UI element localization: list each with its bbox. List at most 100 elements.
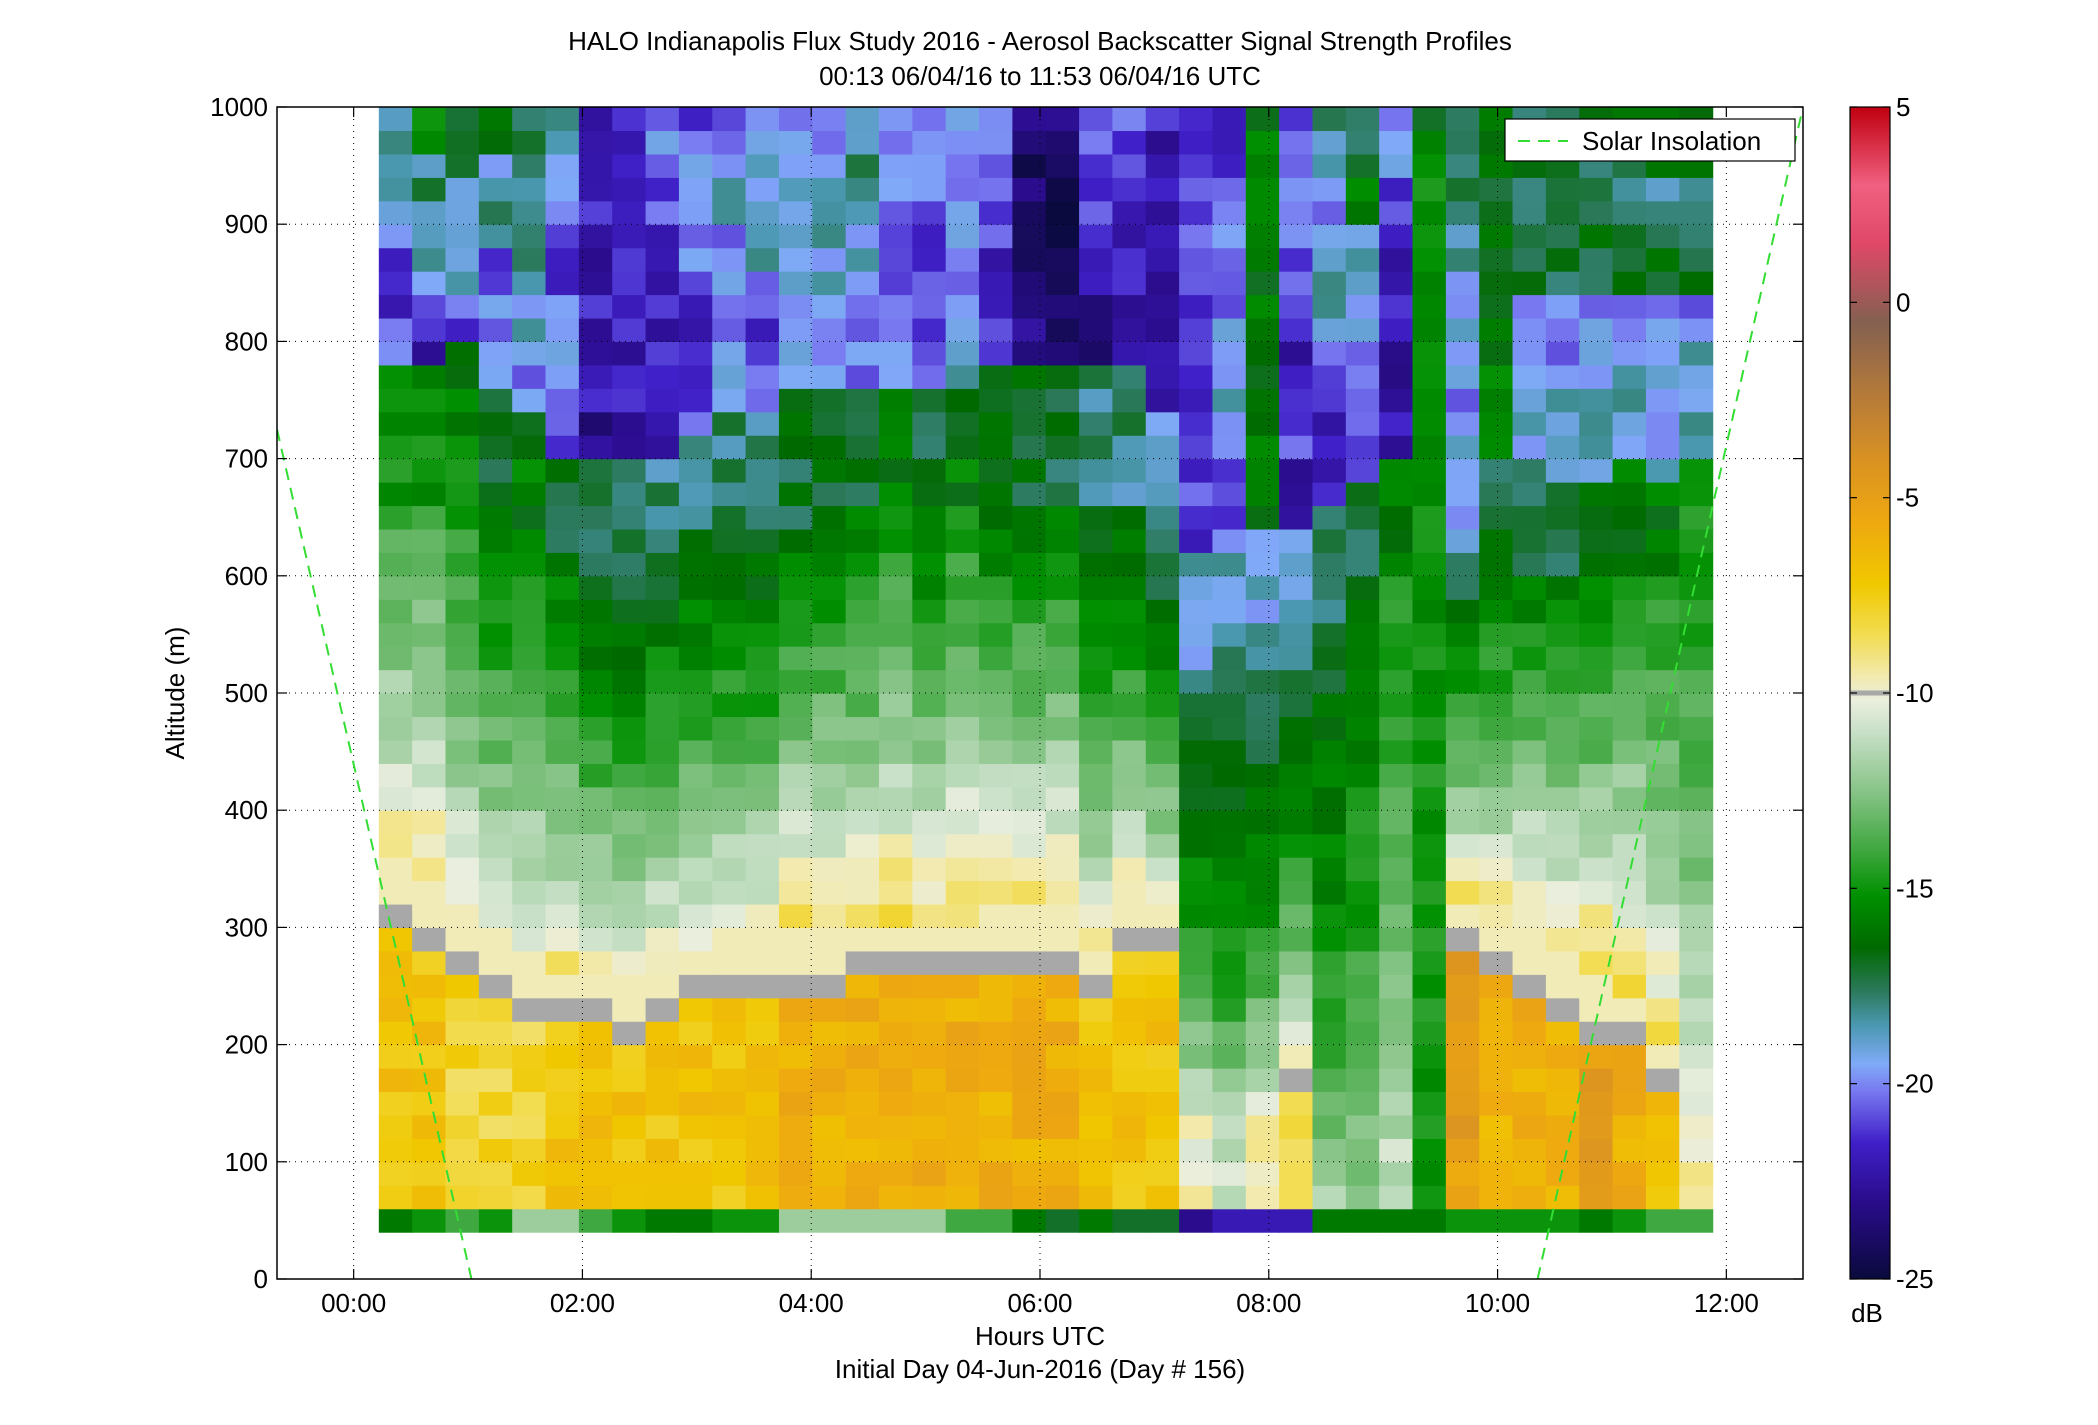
heatmap-cell xyxy=(1379,505,1414,530)
heatmap-cell xyxy=(1412,997,1447,1022)
heatmap-cell xyxy=(1245,271,1280,296)
heatmap-cell xyxy=(578,364,613,389)
heatmap-cell xyxy=(712,997,747,1022)
heatmap-cell xyxy=(1279,974,1314,999)
heatmap-cell xyxy=(1245,177,1280,202)
heatmap-cell xyxy=(712,880,747,905)
heatmap-cell xyxy=(445,435,480,460)
heatmap-cell xyxy=(1145,1114,1180,1139)
heatmap-cell xyxy=(1512,669,1547,694)
heatmap-cell xyxy=(645,669,680,694)
heatmap-cell xyxy=(1012,1114,1047,1139)
heatmap-cell xyxy=(1045,599,1080,624)
heatmap-cell xyxy=(712,130,747,155)
heatmap-cell xyxy=(1445,153,1480,178)
heatmap-cell xyxy=(578,1138,613,1163)
heatmap-cell xyxy=(1145,1161,1180,1186)
heatmap-cell xyxy=(1479,1138,1514,1163)
heatmap-cell xyxy=(1279,294,1314,319)
heatmap-cell xyxy=(478,1091,513,1116)
heatmap-cell xyxy=(1645,224,1680,249)
heatmap-cell xyxy=(912,388,947,413)
heatmap-cell xyxy=(1212,247,1247,272)
heatmap-cell xyxy=(1412,200,1447,225)
heatmap-cell xyxy=(1245,341,1280,366)
heatmap-cell xyxy=(845,153,880,178)
heatmap-cell xyxy=(478,646,513,671)
heatmap-cell xyxy=(712,857,747,882)
heatmap-cell xyxy=(378,130,413,155)
heatmap-cell xyxy=(712,599,747,624)
heatmap-cell xyxy=(1045,552,1080,577)
heatmap-cell xyxy=(812,903,847,928)
heatmap-cell xyxy=(945,482,980,507)
heatmap-cell xyxy=(612,411,647,436)
heatmap-cell xyxy=(545,997,580,1022)
heatmap-cell xyxy=(1112,200,1147,225)
heatmap-cell xyxy=(1279,200,1314,225)
heatmap-cell xyxy=(1612,646,1647,671)
heatmap-cell xyxy=(1645,833,1680,858)
heatmap-cell xyxy=(545,411,580,436)
heatmap-cell xyxy=(945,224,980,249)
heatmap-cell xyxy=(1479,1091,1514,1116)
heatmap-cell xyxy=(1145,810,1180,835)
heatmap-cell xyxy=(1112,950,1147,975)
heatmap-cell xyxy=(1612,833,1647,858)
heatmap-cell xyxy=(612,810,647,835)
heatmap-cell xyxy=(545,786,580,811)
heatmap-cell xyxy=(912,880,947,905)
heatmap-cell xyxy=(1445,763,1480,788)
heatmap-cell xyxy=(445,552,480,577)
heatmap-cell xyxy=(1412,552,1447,577)
heatmap-cell xyxy=(878,810,913,835)
heatmap-cell xyxy=(678,693,713,718)
heatmap-cell xyxy=(878,1068,913,1093)
heatmap-cell xyxy=(378,669,413,694)
heatmap-cell xyxy=(1479,669,1514,694)
heatmap-cell xyxy=(1145,1044,1180,1069)
heatmap-cell xyxy=(1045,880,1080,905)
heatmap-cell xyxy=(878,341,913,366)
heatmap-cell xyxy=(912,247,947,272)
heatmap-cell xyxy=(1079,271,1114,296)
heatmap-cell xyxy=(1445,716,1480,741)
heatmap-cell xyxy=(412,716,447,741)
heatmap-cell xyxy=(1212,153,1247,178)
heatmap-cell xyxy=(412,833,447,858)
heatmap-cell xyxy=(1445,669,1480,694)
heatmap-cell xyxy=(1612,739,1647,764)
heatmap-cell xyxy=(812,294,847,319)
heatmap-cell xyxy=(1645,974,1680,999)
heatmap-cell xyxy=(478,177,513,202)
heatmap-cell xyxy=(1079,294,1114,319)
y-tick-label: 1000 xyxy=(210,92,268,122)
heatmap-cell xyxy=(945,153,980,178)
heatmap-cell xyxy=(912,669,947,694)
heatmap-cell xyxy=(1612,1044,1647,1069)
heatmap-cell xyxy=(745,739,780,764)
heatmap-cell xyxy=(745,458,780,483)
heatmap-cell xyxy=(1412,388,1447,413)
heatmap-cell xyxy=(912,1161,947,1186)
heatmap-cell xyxy=(1345,341,1380,366)
heatmap-cell xyxy=(1179,786,1214,811)
heatmap-cell xyxy=(1312,997,1347,1022)
heatmap-cell xyxy=(1145,927,1180,952)
heatmap-cell xyxy=(1612,294,1647,319)
heatmap-cell xyxy=(1645,786,1680,811)
heatmap-cell xyxy=(612,739,647,764)
heatmap-cell xyxy=(1545,364,1580,389)
heatmap-cell xyxy=(1079,458,1114,483)
heatmap-cell xyxy=(1212,693,1247,718)
heatmap-cell xyxy=(1245,317,1280,342)
heatmap-cell xyxy=(1512,622,1547,647)
heatmap-cell xyxy=(1245,575,1280,600)
heatmap-cell xyxy=(1145,247,1180,272)
heatmap-cell xyxy=(1112,1044,1147,1069)
heatmap-cell xyxy=(1479,200,1514,225)
heatmap-cell xyxy=(378,599,413,624)
heatmap-cell xyxy=(378,646,413,671)
heatmap-cell xyxy=(1079,528,1114,553)
